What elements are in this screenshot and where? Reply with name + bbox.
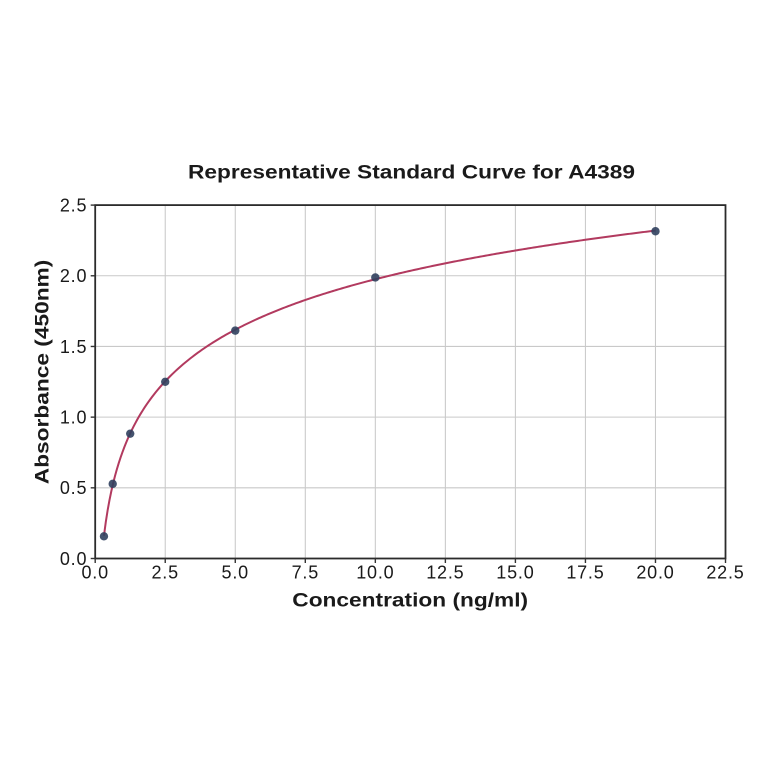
svg-text:20.0: 20.0 bbox=[636, 563, 674, 583]
svg-text:7.5: 7.5 bbox=[292, 563, 319, 583]
svg-text:2.0: 2.0 bbox=[60, 266, 87, 286]
svg-text:15.0: 15.0 bbox=[496, 563, 534, 583]
svg-text:1.0: 1.0 bbox=[60, 408, 87, 428]
svg-text:5.0: 5.0 bbox=[222, 563, 249, 583]
svg-text:10.0: 10.0 bbox=[356, 563, 394, 583]
svg-text:Representative Standard Curve: Representative Standard Curve for A4389 bbox=[188, 162, 635, 184]
svg-text:2.5: 2.5 bbox=[60, 196, 87, 216]
svg-text:Concentration (ng/ml): Concentration (ng/ml) bbox=[292, 589, 528, 611]
svg-text:1.5: 1.5 bbox=[60, 337, 87, 357]
svg-text:17.5: 17.5 bbox=[566, 563, 604, 583]
svg-text:12.5: 12.5 bbox=[426, 563, 464, 583]
svg-text:0.0: 0.0 bbox=[60, 549, 87, 569]
svg-text:2.5: 2.5 bbox=[152, 563, 179, 583]
svg-text:0.5: 0.5 bbox=[60, 478, 87, 498]
svg-text:Absorbance (450nm): Absorbance (450nm) bbox=[32, 260, 54, 485]
svg-text:22.5: 22.5 bbox=[706, 563, 744, 583]
svg-text:0.0: 0.0 bbox=[81, 563, 108, 583]
